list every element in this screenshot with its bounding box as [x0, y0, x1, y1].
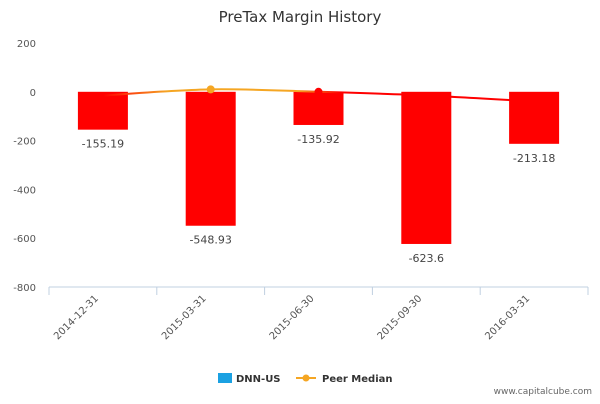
x-tick-label: 2016-03-31: [483, 293, 532, 342]
chart-title: PreTax Margin History: [219, 8, 382, 26]
bar-data-label: -135.92: [297, 133, 339, 146]
y-tick-label: -800: [13, 283, 36, 294]
peer-line-group: [101, 85, 536, 104]
bar: [401, 91, 452, 244]
y-tick-label: 200: [17, 39, 36, 50]
legend-marker-dnn: [218, 373, 232, 383]
peer-median-point: [101, 93, 105, 97]
peer-median-point: [424, 93, 428, 97]
bar: [77, 91, 128, 130]
legend-marker-peer: [302, 374, 310, 382]
bar-data-label: -548.93: [189, 234, 231, 247]
bar-data-label: -623.6: [409, 252, 444, 265]
y-tick-label: 0: [30, 88, 36, 99]
x-tick-label: 2015-09-30: [376, 293, 425, 342]
y-tick-label: -400: [13, 185, 36, 196]
peer-median-point: [532, 100, 536, 104]
data-labels-group: -155.19 -548.93 -135.92 -623.6 -213.18: [82, 133, 556, 265]
bar-data-label: -155.19: [82, 138, 124, 151]
peer-median-point: [314, 87, 323, 96]
y-tick-label: -600: [13, 234, 36, 245]
credit-text: www.capitalcube.com: [494, 387, 592, 397]
legend-label-dnn: DNN-US: [236, 374, 281, 385]
bar: [293, 91, 344, 125]
bars-group: [77, 91, 560, 244]
x-tick-label: 2015-03-31: [160, 293, 209, 342]
legend: DNN-US Peer Median: [218, 373, 393, 385]
bar-data-label: -213.18: [513, 152, 555, 165]
axes-group: 200 0 -200 -400 -600 -800 2014-12-31 2015-03-31…: [13, 39, 589, 342]
legend-label-peer: Peer Median: [322, 374, 393, 385]
peer-median-point: [206, 85, 215, 94]
x-tick-label: 2015-06-30: [268, 293, 317, 342]
x-tick-label: 2014-12-31: [52, 293, 101, 342]
bar: [185, 91, 236, 226]
y-tick-label: -200: [13, 137, 36, 148]
